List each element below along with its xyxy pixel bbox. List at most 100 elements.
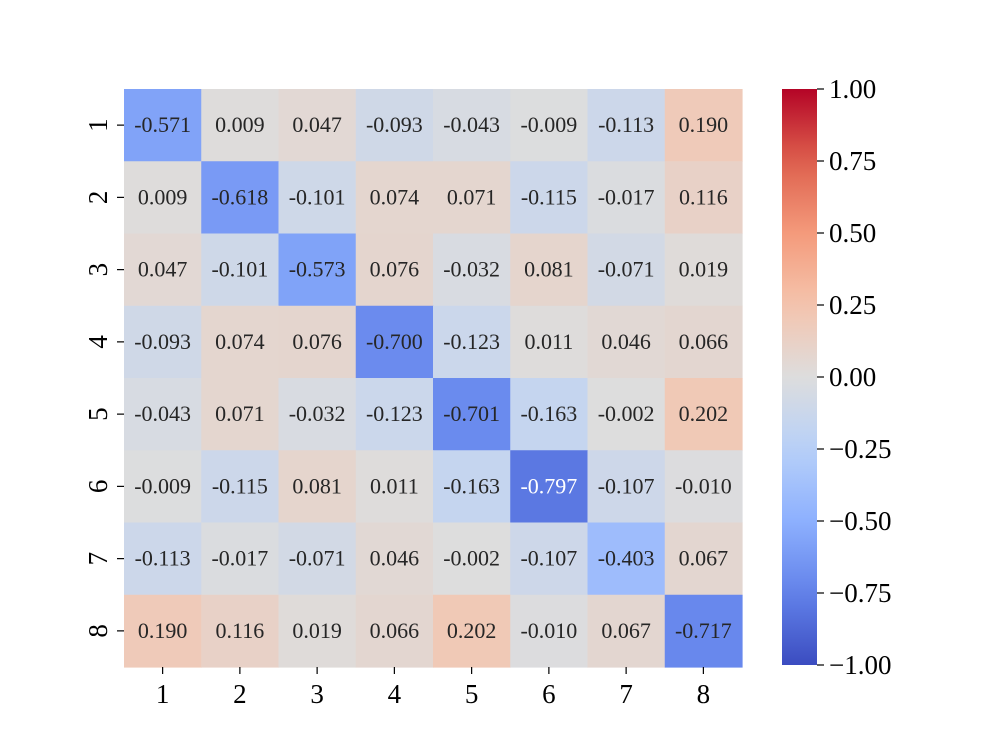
heatmap-cell <box>433 161 511 235</box>
heatmap-cell <box>510 522 589 596</box>
heatmap-cell <box>278 305 357 379</box>
cell-value-label: 0.066 <box>370 618 420 643</box>
cell-value-label: -0.093 <box>366 112 423 137</box>
heatmap-cell <box>124 305 202 379</box>
heatmap-cell <box>278 450 357 524</box>
cell-value-label: -0.113 <box>135 546 191 571</box>
cell-value-label: 0.011 <box>525 329 574 354</box>
colorbar <box>782 89 817 665</box>
cell-value-label: 0.011 <box>370 473 419 498</box>
heatmap-cell <box>278 89 357 162</box>
colorbar-tick-label: 0.50 <box>829 218 876 248</box>
cell-value-label: -0.163 <box>520 401 577 426</box>
x-tick-label: 4 <box>388 679 402 709</box>
heatmap-cell <box>433 305 511 379</box>
heatmap-cell <box>664 378 743 451</box>
colorbar-tick-label: −0.25 <box>829 434 891 464</box>
heatmap-cell <box>201 305 280 379</box>
heatmap-cell-labels: -0.571 0.009 0.047 -0.093 -0.043 -0.009 -0.113… <box>134 112 732 643</box>
y-tick-label: 8 <box>83 624 113 638</box>
heatmap-cell <box>433 378 511 451</box>
colorbar-tick-label: 1.00 <box>829 74 876 104</box>
heatmap-cell <box>355 450 434 524</box>
cell-value-label: -0.701 <box>443 401 500 426</box>
cell-value-label: -0.123 <box>366 401 423 426</box>
cell-value-label: 0.202 <box>679 401 729 426</box>
heatmap-cell <box>433 450 511 524</box>
heatmap-cell <box>201 161 280 235</box>
cell-value-label: -0.010 <box>675 473 732 498</box>
cell-value-label: -0.043 <box>134 401 191 426</box>
heatmap-cell <box>201 233 280 307</box>
heatmap-cell <box>278 522 357 596</box>
cell-value-label: 0.202 <box>447 618 497 643</box>
cell-value-label: -0.032 <box>289 401 346 426</box>
y-tick-label: 5 <box>83 407 113 421</box>
y-tick-label: 4 <box>83 335 113 349</box>
cell-value-label: 0.066 <box>679 329 729 354</box>
cell-value-label: -0.071 <box>289 546 346 571</box>
cell-value-label: -0.618 <box>211 184 268 209</box>
heatmap-cell <box>124 522 202 596</box>
heatmap-cell <box>355 522 434 596</box>
heatmap-cell <box>587 305 666 379</box>
heatmap-cell <box>510 594 589 668</box>
x-tick-label: 1 <box>156 679 170 709</box>
cell-value-label: 0.067 <box>601 618 651 643</box>
heatmap-cell <box>664 594 743 668</box>
y-tick-label: 3 <box>83 263 113 277</box>
heatmap-cell <box>664 89 743 162</box>
cell-value-label: 0.067 <box>679 546 729 571</box>
heatmap-cell <box>587 89 666 162</box>
heatmap-cell <box>664 305 743 379</box>
colorbar-ticks: 1.00 0.75 0.50 0.25 0.00 −0.25 −0.50 −0.75 −1.00 <box>817 74 891 680</box>
heatmap-cell <box>510 450 589 524</box>
y-axis: 1 2 3 4 5 6 7 8 <box>83 118 124 638</box>
cell-value-label: 0.074 <box>215 329 265 354</box>
cell-value-label: 0.081 <box>292 473 342 498</box>
heatmap-cell <box>510 89 589 162</box>
heatmap-cell <box>124 378 202 451</box>
cell-value-label: -0.573 <box>289 257 346 282</box>
cell-value-label: 0.116 <box>216 618 265 643</box>
heatmap-cell <box>355 89 434 162</box>
y-tick-label: 2 <box>83 191 113 205</box>
cell-value-label: 0.081 <box>524 257 574 282</box>
heatmap-cell <box>433 233 511 307</box>
cell-value-label: -0.123 <box>443 329 500 354</box>
heatmap-cell <box>510 378 589 451</box>
cell-value-label: -0.163 <box>443 473 500 498</box>
x-tick-label: 8 <box>697 679 711 709</box>
cell-value-label: 0.076 <box>292 329 342 354</box>
cell-value-label: -0.002 <box>598 401 655 426</box>
cell-value-label: 0.074 <box>370 184 420 209</box>
x-tick-label: 5 <box>465 679 479 709</box>
heatmap-cell <box>201 522 280 596</box>
cell-value-label: 0.071 <box>215 401 265 426</box>
cell-value-label: -0.093 <box>134 329 191 354</box>
heatmap-cell <box>124 89 202 162</box>
x-tick-label: 6 <box>542 679 556 709</box>
cell-value-label: 0.047 <box>292 112 342 137</box>
heatmap-cell <box>278 594 357 668</box>
heatmap-cell <box>278 161 357 235</box>
cell-value-label: 0.009 <box>215 112 265 137</box>
cell-value-label: 0.046 <box>370 546 420 571</box>
heatmap-cell <box>278 233 357 307</box>
y-tick-label: 1 <box>83 118 113 132</box>
cell-value-label: -0.115 <box>212 473 268 498</box>
cell-value-label: -0.017 <box>598 184 655 209</box>
colorbar-tick-label: 0.75 <box>829 146 876 176</box>
cell-value-label: 0.047 <box>138 257 188 282</box>
y-tick-label: 6 <box>83 480 113 494</box>
cell-value-label: -0.700 <box>366 329 423 354</box>
cell-value-label: -0.107 <box>598 473 655 498</box>
heatmap-cell <box>201 89 280 162</box>
cell-value-label: 0.076 <box>370 257 420 282</box>
heatmap-cell <box>124 161 202 235</box>
cell-value-label: -0.115 <box>521 184 577 209</box>
cell-value-label: -0.043 <box>443 112 500 137</box>
cell-value-label: 0.009 <box>138 184 188 209</box>
heatmap-cell <box>664 450 743 524</box>
